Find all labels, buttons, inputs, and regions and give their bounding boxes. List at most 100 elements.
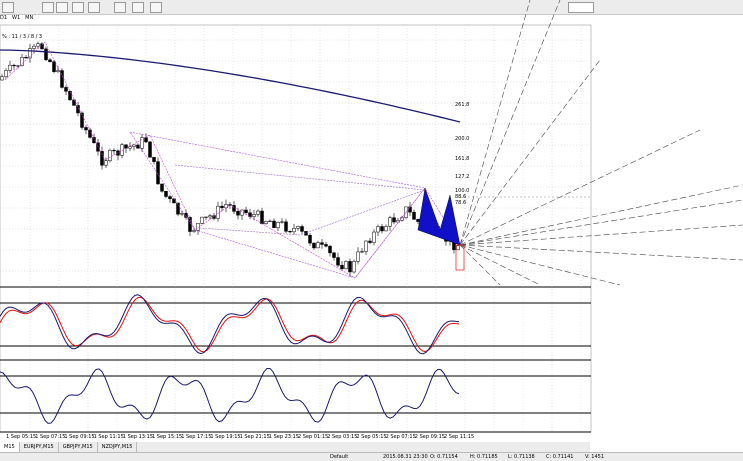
chart-tab[interactable]: EURJPY,M15 [20, 442, 59, 452]
chart-tab[interactable]: GBPJPY,M15 [59, 442, 98, 452]
candle-body [264, 221, 268, 224]
indicators[interactable] [114, 2, 126, 13]
candle-body [332, 252, 336, 258]
fan-line [459, 244, 501, 286]
candle-body [356, 251, 360, 262]
status-field: L: 0.71138 [508, 454, 535, 460]
candle-body [188, 217, 192, 232]
search-box[interactable] [568, 2, 594, 13]
candle-body [52, 61, 56, 72]
tab-bar: M15 EURJPY,M15 GBPJPY,M15 NZDJPY,M15 [0, 442, 590, 452]
candle-body [412, 211, 416, 220]
fan-line [459, 199, 743, 246]
candle-body [360, 251, 364, 253]
harmonic-pattern [4, 41, 461, 279]
status-field: C: 0.71141 [546, 454, 574, 460]
candle-body [0, 76, 4, 81]
fib-label: 88.6 [455, 194, 466, 200]
status-field: O: 0.71154 [430, 454, 458, 460]
chart-tab[interactable]: M15 [0, 442, 20, 452]
fib-label: 127.2 [455, 174, 469, 180]
time-label: 2 Sep 11:15 [444, 434, 474, 440]
candle-body [284, 221, 288, 232]
period-button[interactable]: MN [25, 15, 34, 21]
time-label: 1 Sep 11:15 [94, 434, 124, 440]
fib-label: 100.0 [455, 188, 469, 194]
tile[interactable] [72, 2, 84, 13]
candle-body [100, 150, 104, 166]
candle-body [272, 220, 276, 228]
candle-body [204, 216, 208, 218]
candle-body [380, 226, 384, 232]
fan-line [459, 0, 561, 246]
candle-body [244, 209, 248, 214]
candle-body [156, 161, 160, 185]
candle-body [64, 87, 68, 92]
candle-body [288, 231, 292, 233]
periods-button[interactable] [132, 2, 144, 13]
candle-body [268, 220, 272, 222]
candle-body [108, 150, 112, 161]
zoom-out[interactable] [56, 2, 68, 13]
harmonic-fill [417, 187, 461, 246]
candle-body [364, 240, 368, 252]
candle-body [308, 234, 312, 244]
candle-body [176, 202, 180, 215]
time-label: 1 Sep 21:15 [240, 434, 270, 440]
candle-body [148, 141, 152, 158]
status-field: 2015.08.31 23:30 [383, 454, 428, 460]
status-bar: Default 2015.08.31 23:30 O: 0.71154 H: 0.71… [0, 452, 743, 461]
candle-body [340, 264, 344, 270]
templates[interactable] [150, 2, 162, 13]
harmonic-pattern [129, 131, 426, 279]
candle-body [44, 48, 48, 61]
candle-body [392, 217, 396, 223]
candle-body [184, 213, 188, 218]
fan-line [459, 244, 743, 261]
fib-label: 200.0 [455, 136, 469, 142]
candle-body [168, 196, 172, 200]
candle-body [36, 43, 40, 47]
period-button[interactable]: D1 [0, 15, 8, 21]
candle-body [92, 137, 96, 144]
time-label: 1 Sep 17:15 [181, 434, 211, 440]
candle-body [256, 210, 260, 215]
candle-body [160, 183, 164, 192]
fan-line [459, 224, 743, 246]
candle-body [24, 57, 28, 59]
fib-label: 78.6 [455, 200, 466, 206]
candle-body [348, 261, 352, 273]
tool-button[interactable] [2, 2, 14, 13]
time-label: 1 Sep 09:15 [64, 434, 94, 440]
candle-body [216, 205, 220, 219]
candle-body [232, 205, 236, 212]
candle-body [76, 105, 80, 114]
scroll[interactable] [88, 2, 100, 13]
period-button[interactable]: W1 [12, 15, 21, 21]
fan-line [459, 0, 531, 246]
candle-body [252, 214, 256, 217]
candle-body [296, 226, 300, 229]
candle-body [328, 245, 332, 254]
status-field: V: 1451 [585, 454, 605, 460]
candle-body [152, 157, 156, 162]
candle-body [80, 112, 84, 128]
time-label: 1 Sep 19:15 [210, 434, 240, 440]
candle-body [68, 90, 72, 101]
fan-line [459, 184, 743, 246]
zoom-in[interactable] [42, 2, 54, 13]
candle-body [276, 221, 280, 228]
candle-body [104, 160, 108, 166]
candle-body [172, 198, 176, 204]
candle-body [28, 48, 32, 59]
candle-body [316, 242, 320, 249]
period-bar: D1 W1 MN [0, 15, 38, 21]
chart-tab[interactable]: NZDJPY,M15 [98, 442, 138, 452]
candle-body [388, 217, 392, 227]
fan-line [459, 129, 701, 246]
candle-body [384, 226, 388, 232]
candle-body [248, 212, 252, 217]
candle-body [324, 244, 328, 247]
chart-header: % : 11 / 3 / 8 / 3 [2, 34, 42, 40]
candle-body [208, 215, 212, 218]
